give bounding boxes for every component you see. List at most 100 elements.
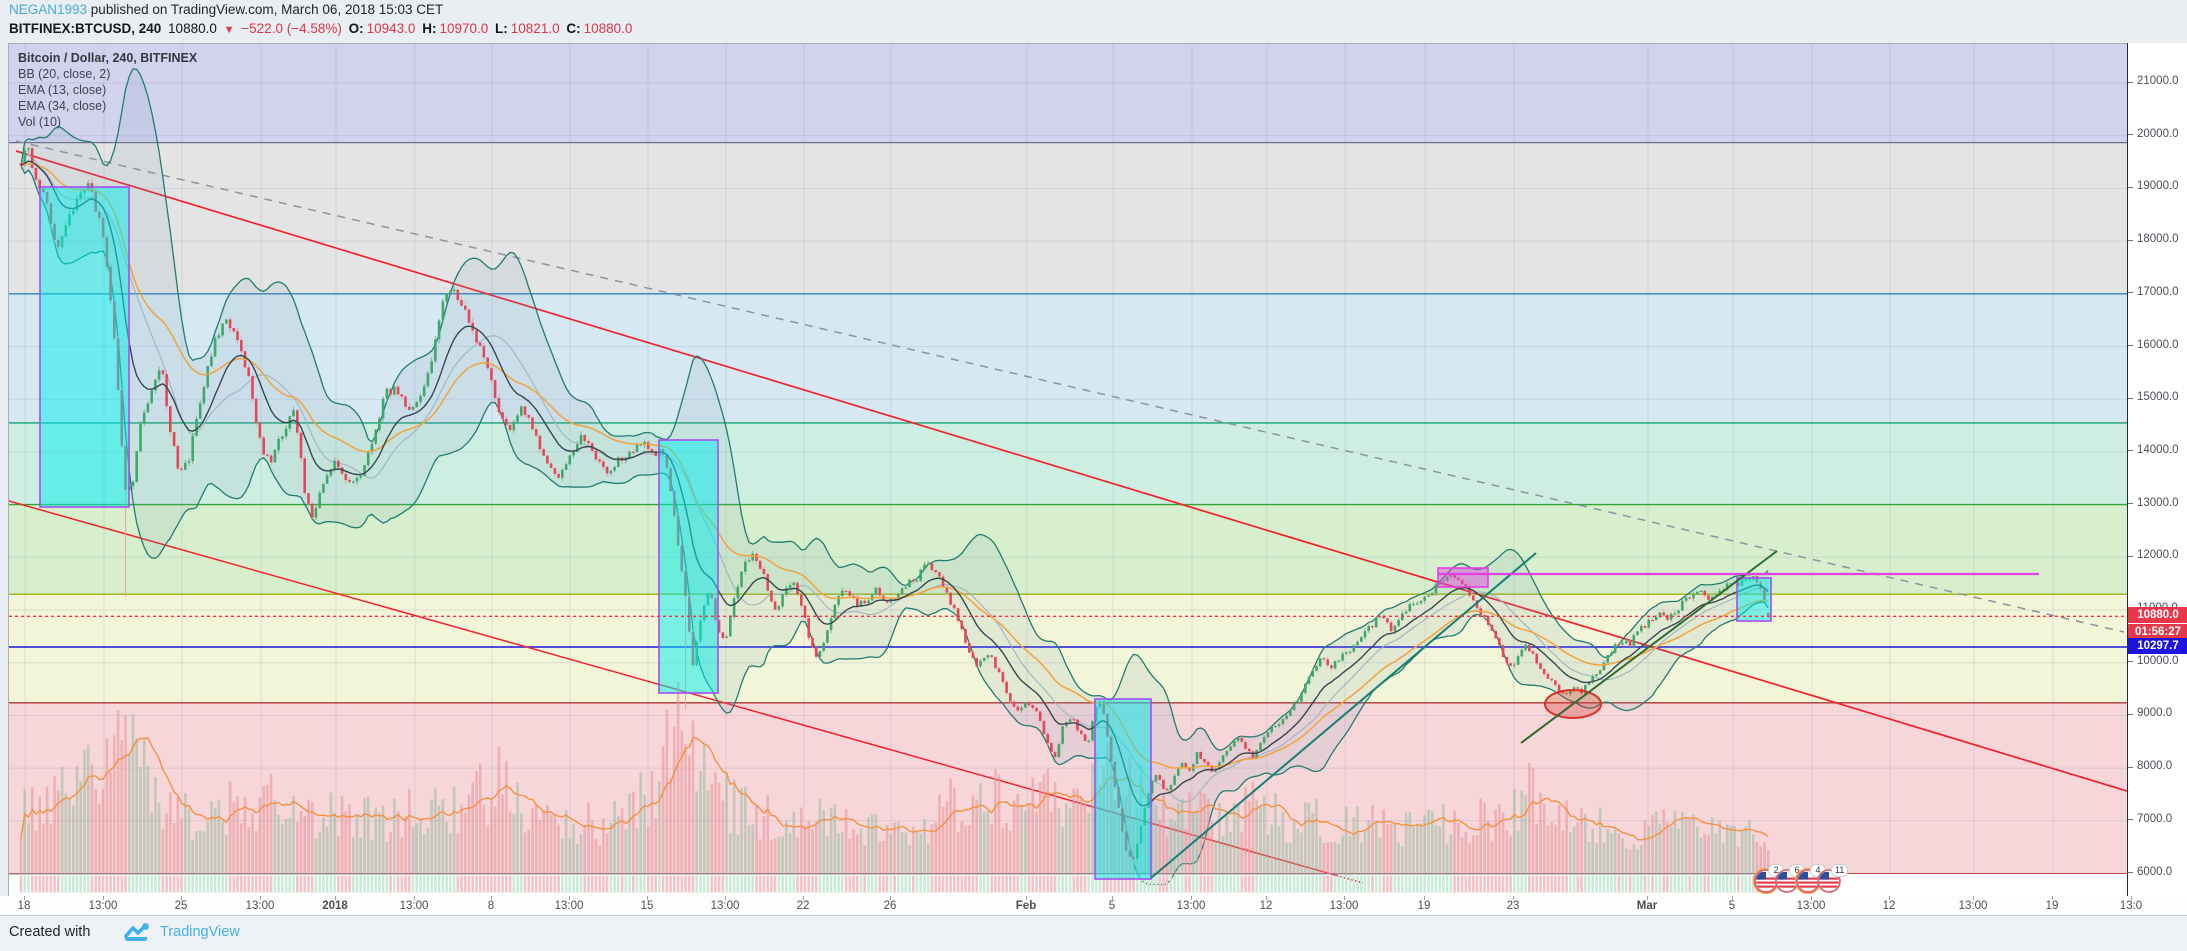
time-tick-mark (1191, 896, 1192, 900)
time-tick-label: 15 (640, 900, 654, 912)
price-tick-label: 17000.0 (2137, 286, 2179, 298)
bb-lower (20, 165, 1769, 886)
pullback-box-mar (1736, 577, 1772, 622)
published-text: published on TradingView.com, March 06, … (87, 2, 444, 17)
price-tick-mark (2128, 872, 2133, 873)
time-tick-mark (1647, 896, 1648, 900)
time-tick-label: 13:0 (2119, 900, 2143, 912)
price-tick-mark (2128, 450, 2133, 451)
time-tick-label: 12 (1259, 900, 1273, 912)
crash-box-jan (658, 439, 719, 694)
time-tick-mark (491, 896, 492, 900)
time-tick-label: 19 (1417, 900, 1431, 912)
price-chart-svg[interactable] (9, 44, 2127, 896)
time-tick-mark (647, 896, 648, 900)
low-value: 10821.0 (510, 21, 560, 36)
price-tick-label: 10000.0 (2137, 655, 2179, 667)
price-tick-mark (2128, 819, 2133, 820)
legend-symbol-row[interactable]: Bitcoin / Dollar, 240, BITFINEX (18, 51, 198, 65)
price-tick-label: 18000.0 (2137, 233, 2179, 245)
price-tick-mark (2128, 292, 2133, 293)
time-tick-mark (1266, 896, 1267, 900)
price-tick-mark (2128, 714, 2133, 715)
annotations-layer (39, 186, 2039, 880)
time-tick-mark (1344, 896, 1345, 900)
volume-bars-up (23, 714, 1755, 874)
price-axis[interactable]: 21000.0 20000.0 19000.0 18000.0 17000.0 16000… (2127, 43, 2187, 896)
footer-bar: Created with TradingView (0, 916, 2187, 951)
time-tick-mark (2131, 896, 2132, 900)
price-tick-mark (2128, 556, 2133, 557)
time-tick-mark (24, 896, 25, 900)
close-value: 10880.0 (583, 21, 633, 36)
price-tick-mark (2128, 187, 2133, 188)
price-tick-mark (2128, 345, 2133, 346)
time-tick-label: 13:00 (1958, 900, 1988, 912)
bb-fill (21, 68, 1769, 886)
price-tick-label: 16000.0 (2137, 339, 2179, 351)
time-tick-label: 8 (487, 900, 495, 912)
time-tick-label: 13:00 (1329, 900, 1359, 912)
tradingview-logo-icon[interactable] (124, 923, 152, 942)
time-tick-label: Mar (1636, 900, 1658, 912)
high-value: 10970.0 (439, 21, 489, 36)
economic-event-flag-icon[interactable]: 4 (1795, 864, 1826, 894)
symbol-title[interactable]: BITFINEX:BTCUSD, 240 (9, 21, 162, 36)
time-tick-mark (1513, 896, 1514, 900)
bar-countdown-badge: 01:56:27 (2128, 624, 2187, 640)
bb-upper (20, 68, 1769, 751)
price-tick-mark (2128, 661, 2133, 662)
volume-ma-line (20, 736, 1769, 841)
time-tick-label: 25 (174, 900, 188, 912)
time-tick-mark (103, 896, 104, 900)
price-tick-mark (2128, 398, 2133, 399)
crash-box-dec (39, 186, 130, 508)
economic-event-flag-icon[interactable]: 11 (1816, 864, 1849, 894)
last-price: 10880.0 (168, 21, 217, 36)
price-tick-mark (2128, 82, 2133, 83)
hline-price-badge: 10297.7 (2128, 638, 2187, 654)
time-tick-label: 13:00 (1176, 900, 1206, 912)
legend-bb-row[interactable]: BB (20, close, 2) (18, 67, 111, 81)
time-tick-mark (414, 896, 415, 900)
time-tick-mark (1732, 896, 1733, 900)
time-tick-label: 2018 (322, 900, 348, 912)
time-tick-mark (335, 896, 336, 900)
open-label: O: (348, 21, 364, 36)
legend-ema34-row[interactable]: EMA (34, close) (18, 99, 107, 113)
price-tick-mark (2128, 134, 2133, 135)
down-triangle-icon: ▼ (223, 24, 235, 36)
price-tick-label: 7000.0 (2137, 813, 2173, 825)
created-with-text: Created with (9, 924, 91, 940)
time-tick-mark (1424, 896, 1425, 900)
ema-layer (20, 160, 1769, 807)
high-label: H: (422, 21, 437, 36)
green-rising-support (1520, 550, 1778, 744)
username-link[interactable]: NEGAN1993 (9, 2, 88, 17)
time-tick-label: 13:00 (1796, 900, 1826, 912)
legend-ema13-row[interactable]: EMA (13, close) (18, 83, 107, 97)
volume-bars-down (19, 682, 1770, 874)
publish-header: NEGAN1993 published on TradingView.com, … (9, 2, 443, 17)
time-tick-label: 23 (1506, 900, 1520, 912)
zone-14.5k-17k (9, 293, 2127, 423)
zone-above-20k (9, 44, 2127, 143)
time-axis[interactable]: 18 13:00 25 13:00 2018 13:00 8 13:00 15 13:00 22 26… (0, 896, 2187, 916)
last-price-badge: 10880.0 (2128, 607, 2187, 623)
time-tick-label: 22 (796, 900, 810, 912)
chart-legend: Bitcoin / Dollar, 240, BITFINEX BB (20, … (18, 50, 197, 130)
price-tick-label: 20000.0 (2137, 128, 2179, 140)
volume-strip-down (19, 875, 1770, 893)
zone-17k-20k (9, 142, 2127, 294)
zone-13k-14.5k (9, 422, 2127, 505)
low-label: L: (495, 21, 508, 36)
teal-rising-support (1150, 552, 1537, 879)
volume-strip-up (23, 875, 1755, 893)
zones-layer (9, 44, 2127, 874)
chart-pane[interactable] (8, 43, 2128, 897)
legend-vol-row[interactable]: Vol (10) (18, 115, 62, 129)
time-tick-label: 13:00 (399, 900, 429, 912)
brand-name[interactable]: TradingView (160, 924, 240, 940)
time-tick-mark (1026, 896, 1027, 900)
